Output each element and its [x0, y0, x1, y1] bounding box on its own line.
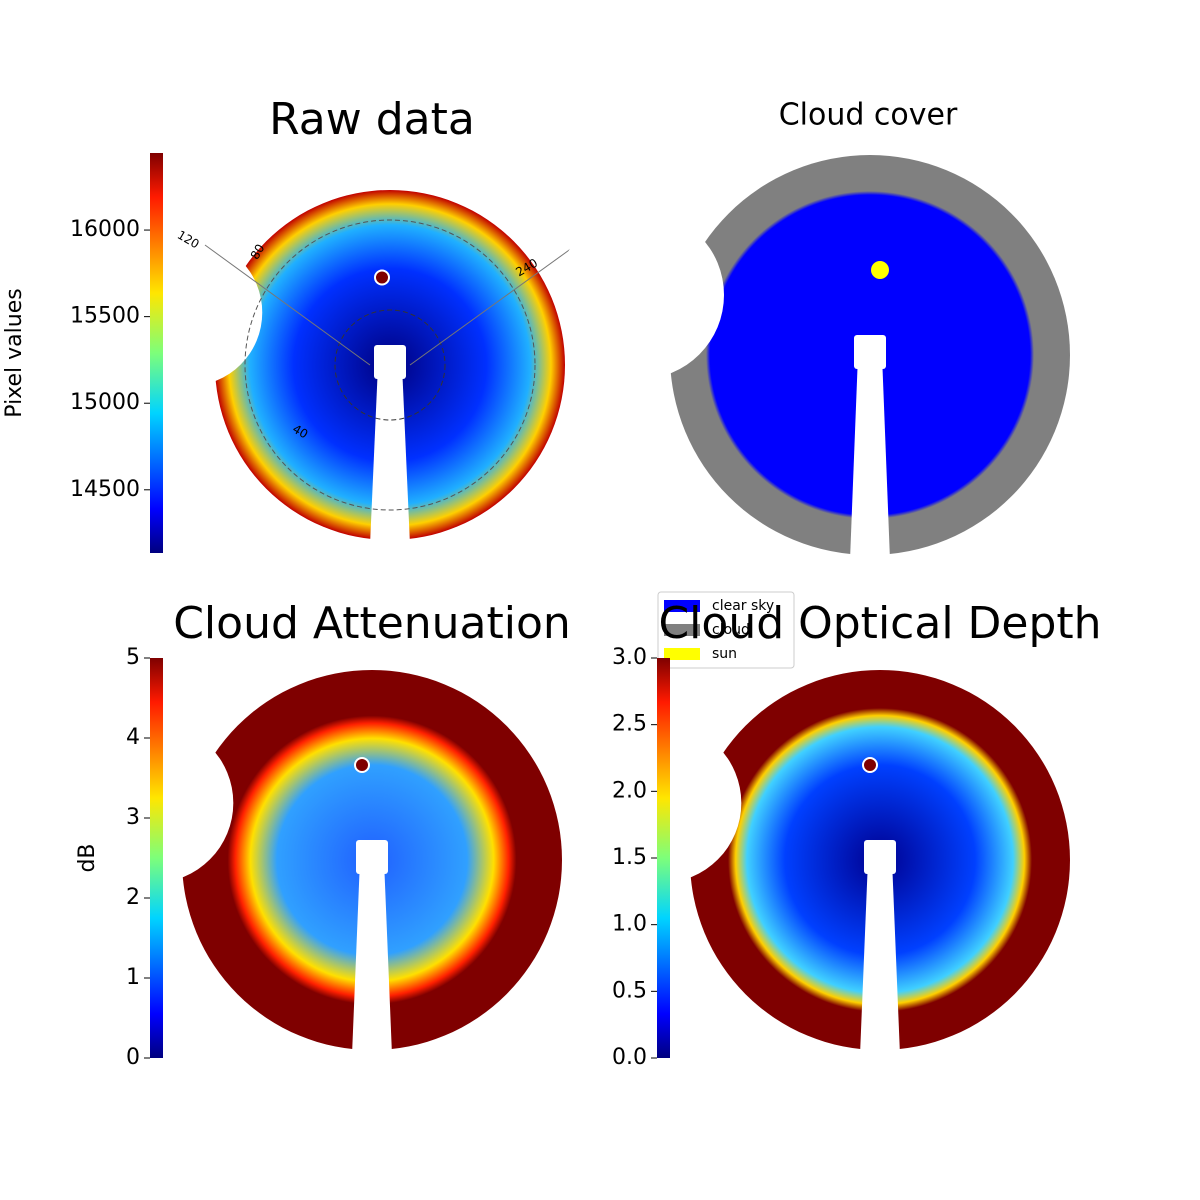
colorbar-tick-label: 14500	[70, 477, 140, 502]
colorbar	[150, 658, 163, 1058]
sun-mark	[862, 757, 878, 773]
legend-swatch	[664, 624, 700, 636]
colorbar-label: dB	[75, 843, 100, 872]
polar-grid	[334, 309, 446, 421]
legend-label: sun	[712, 646, 737, 662]
colorbar-tick-label: 4	[126, 725, 140, 750]
panel-title: Cloud Attenuation	[173, 598, 571, 649]
polar-label: 40	[290, 422, 310, 442]
mast-shadow	[370, 365, 410, 545]
panel-title: Raw data	[269, 94, 475, 145]
sun-mark	[374, 269, 390, 286]
colorbar-tick-label: 15500	[70, 304, 140, 329]
mast-top	[864, 840, 896, 874]
polar-axis	[409, 247, 573, 366]
colorbar-tick-label: 5	[126, 645, 140, 670]
horizon-cut	[556, 211, 724, 379]
sun-mark	[871, 261, 889, 279]
polar-axis	[204, 244, 371, 366]
colorbar-tick-label: 1.0	[612, 912, 647, 937]
mast-shadow	[352, 860, 392, 1055]
colorbar-tick-label: 2.5	[612, 712, 647, 737]
mast-shadow	[860, 860, 900, 1055]
colorbar-tick-label: 15000	[70, 390, 140, 415]
panel: Raw data120802404014500150001550016000Pi…	[2, 94, 573, 553]
mast-top	[374, 345, 406, 379]
legend-swatch	[664, 600, 700, 612]
legend-label: cloud	[712, 622, 750, 638]
panel-title: Cloud cover	[779, 98, 958, 133]
sun-mark	[354, 757, 370, 773]
panel: Cloud Attenuation 0 1 2 3 4 5 dB	[73, 598, 571, 1070]
colorbar-tick-label: 2	[126, 885, 140, 910]
panel: Cloud cover clear sky cloud sun	[556, 98, 1070, 669]
colorbar-tick-label: 1.5	[612, 845, 647, 870]
mast-top	[356, 840, 388, 874]
colorbar-tick-label: 1	[126, 965, 140, 990]
legend-swatch	[664, 648, 700, 660]
colorbar-label: Pixel values	[2, 288, 27, 417]
colorbar	[657, 658, 670, 1058]
colorbar	[150, 153, 163, 553]
panel: Cloud Optical Depth 0.0 0.5 1.0 1.5 2.0 2.5 3.0	[581, 598, 1102, 1070]
panel-title: Cloud Optical Depth	[658, 598, 1101, 649]
polar-grid	[244, 219, 536, 511]
polar-label: 80	[248, 242, 268, 262]
colorbar-tick-label: 0.0	[612, 1045, 647, 1070]
mast-shadow	[850, 355, 890, 560]
colorbar-tick-label: 2.0	[612, 778, 647, 803]
colorbar-tick-label: 0.5	[612, 978, 647, 1003]
colorbar-tick-label: 3	[126, 805, 140, 830]
colorbar-tick-label: 16000	[70, 217, 140, 242]
legend-label: clear sky	[712, 598, 774, 614]
colorbar-tick-label: 0	[126, 1045, 140, 1070]
colorbar-tick-label: 3.0	[612, 645, 647, 670]
mast-top	[854, 335, 886, 369]
